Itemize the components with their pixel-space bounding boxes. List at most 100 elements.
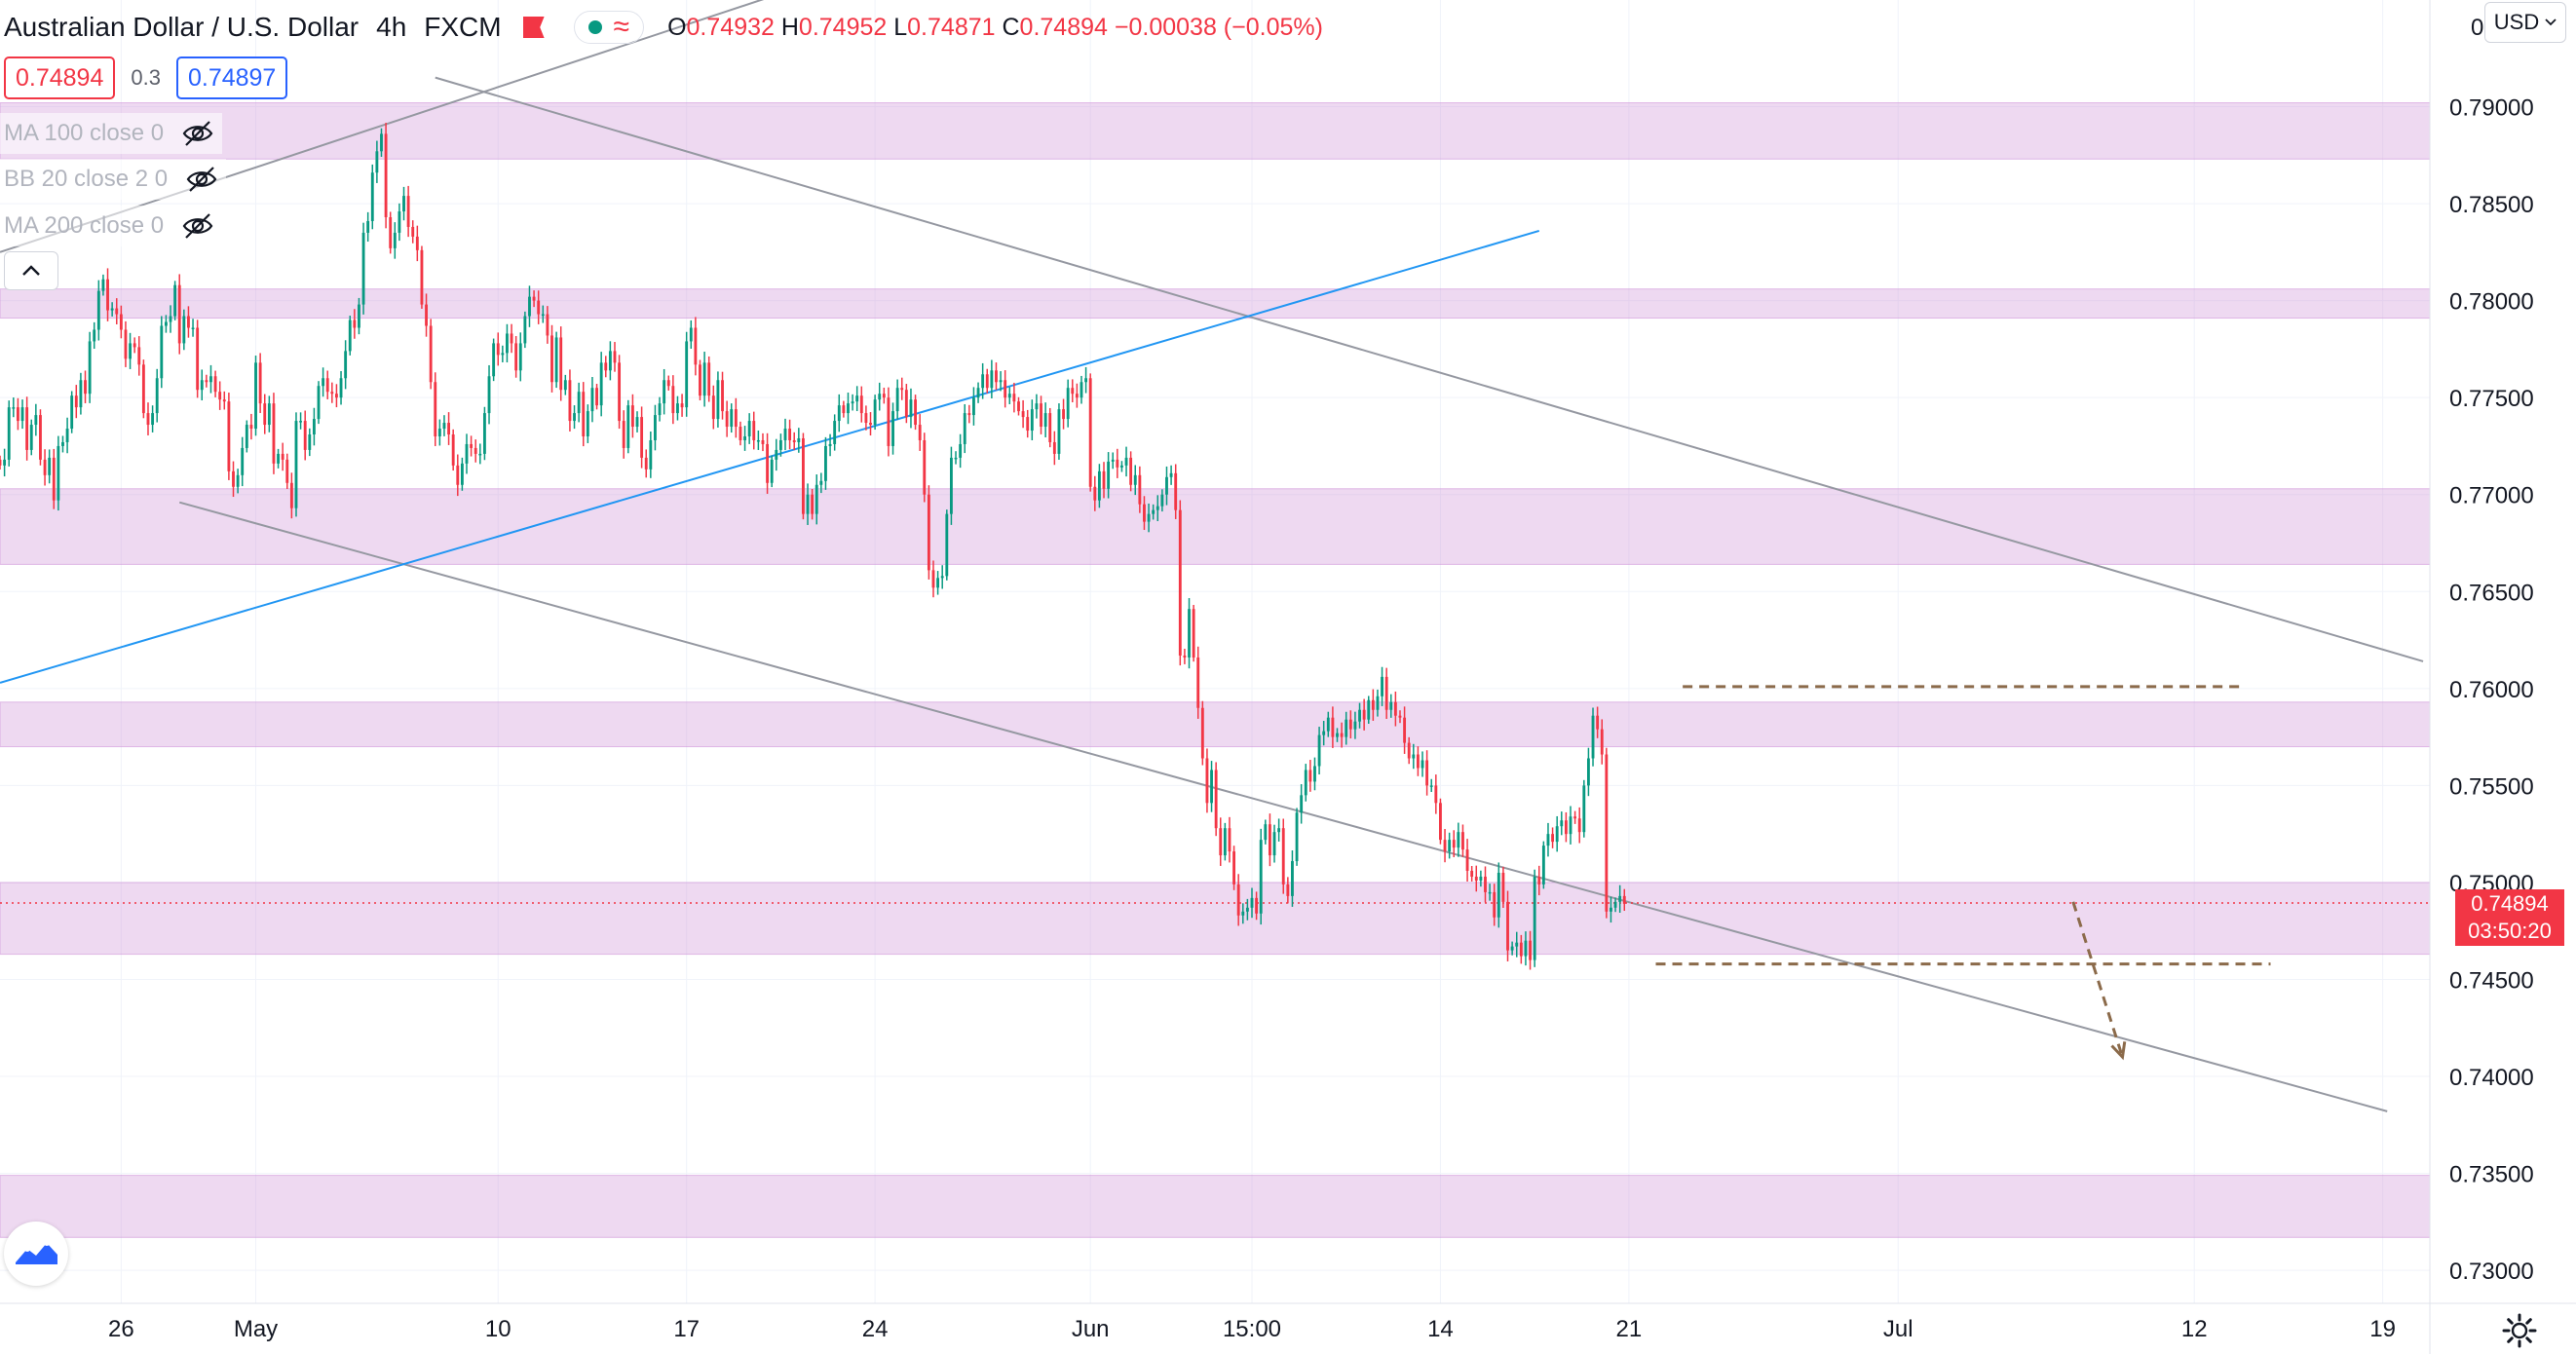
candle-body — [43, 459, 47, 475]
candle-bearish — [699, 359, 701, 401]
candle-body — [191, 327, 195, 329]
candle-bullish — [999, 371, 1003, 392]
candle-body — [151, 413, 155, 426]
candle-bullish — [478, 443, 482, 465]
candle-body — [398, 211, 401, 233]
candle-body — [29, 425, 33, 450]
trendline-blue[interactable] — [0, 229, 1540, 684]
indicator-ma200[interactable]: MA 200 close 0 — [0, 206, 223, 246]
collapse-indicators-button[interactable] — [4, 251, 58, 290]
interval-label[interactable]: 4h — [376, 12, 407, 42]
candle-bullish — [1618, 884, 1622, 914]
candle-body — [999, 380, 1003, 383]
candle-bearish — [640, 406, 644, 469]
candle-bearish — [1174, 464, 1178, 519]
candle-body — [1345, 719, 1348, 737]
candle-body — [1102, 470, 1106, 489]
symbol-title[interactable]: Australian Dollar / U.S. Dollar — [4, 12, 360, 42]
candle-bullish — [88, 331, 92, 403]
flag-icon[interactable] — [522, 17, 545, 38]
candle-body — [48, 457, 52, 475]
candle-bearish — [474, 439, 477, 463]
candle-body — [361, 232, 365, 305]
candle-bearish — [694, 317, 698, 376]
candle-body — [1116, 459, 1119, 468]
candle-body — [1219, 828, 1223, 856]
trendline[interactable] — [178, 501, 2388, 1112]
tradingview-logo[interactable] — [4, 1222, 68, 1286]
candle-body — [1214, 770, 1218, 829]
indicator-ma100[interactable]: MA 100 close 0 — [0, 113, 223, 154]
hidden-eye-icon[interactable] — [185, 163, 218, 196]
candle-body — [1071, 388, 1075, 395]
candle-body — [93, 329, 96, 342]
candle-bullish — [676, 395, 679, 421]
candle-bullish — [528, 285, 531, 327]
candle-bullish — [1317, 727, 1321, 775]
candle-bullish — [29, 419, 33, 456]
candle-body — [1169, 472, 1173, 477]
candle-body — [1255, 897, 1259, 914]
hidden-eye-icon[interactable] — [181, 117, 214, 150]
candle-bearish — [1398, 710, 1402, 724]
candle-bullish — [716, 371, 720, 428]
candle-bullish — [348, 316, 352, 356]
candle-bullish — [1043, 402, 1047, 437]
candle-bullish — [756, 430, 760, 450]
candle-bullish — [972, 387, 975, 426]
candle-body — [312, 419, 316, 434]
candle-body — [1035, 403, 1039, 410]
candle-body — [411, 226, 415, 237]
buy-price-button[interactable]: 0.74897 — [175, 56, 288, 99]
gear-icon[interactable] — [2500, 1311, 2539, 1350]
candle-bearish — [1470, 866, 1474, 882]
sell-price-button[interactable]: 0.74894 — [4, 56, 116, 99]
market-status-pill[interactable]: ≈ — [573, 11, 645, 44]
candle-bearish — [1622, 888, 1626, 912]
candle-body — [218, 392, 222, 400]
candle-bearish — [711, 385, 715, 430]
candle-bullish — [1147, 503, 1151, 533]
projection-arrow[interactable] — [2071, 901, 2124, 1058]
candle-bearish — [842, 400, 846, 418]
candle-body — [425, 304, 428, 326]
candle-bearish — [1012, 382, 1016, 413]
candle-body — [1155, 506, 1159, 510]
indicator-bb20[interactable]: BB 20 close 2 0 — [0, 159, 227, 200]
candle-bearish — [1129, 451, 1133, 492]
candle-body — [1017, 401, 1020, 412]
candle-body — [694, 327, 698, 365]
candle-body — [626, 405, 630, 448]
candle-body — [666, 380, 670, 387]
candle-bullish — [1152, 504, 1155, 520]
candle-bearish — [470, 435, 474, 457]
candle-bearish — [389, 211, 393, 254]
candle-body — [1421, 760, 1424, 769]
trendlines[interactable] — [0, 0, 2430, 1112]
candle-body — [828, 443, 832, 446]
candle-bullish — [959, 433, 963, 469]
candle-bullish — [358, 297, 360, 335]
candle-body — [299, 421, 303, 423]
candle-body — [904, 390, 908, 418]
hidden-eye-icon[interactable] — [181, 209, 214, 243]
x-tick-label: 26 — [108, 1316, 134, 1342]
x-tick-label: May — [234, 1316, 278, 1342]
indicator-label: BB 20 close 2 0 — [4, 166, 169, 192]
candle-bearish — [864, 405, 868, 431]
currency-button[interactable]: USD — [2484, 2, 2566, 43]
candle-body — [1362, 709, 1366, 720]
candle-body — [550, 335, 553, 383]
candle-body — [415, 236, 419, 250]
trendline[interactable] — [435, 76, 2424, 662]
candle-body — [1317, 734, 1321, 767]
symbol-legend: Australian Dollar / U.S. Dollar 4h FXCM … — [0, 6, 1323, 49]
candle-body — [954, 457, 958, 460]
candle-bearish — [303, 410, 307, 461]
candle-body — [1376, 696, 1380, 710]
candle-body — [1407, 742, 1411, 759]
candle-body — [1610, 907, 1612, 912]
candle-bullish — [1546, 822, 1550, 857]
